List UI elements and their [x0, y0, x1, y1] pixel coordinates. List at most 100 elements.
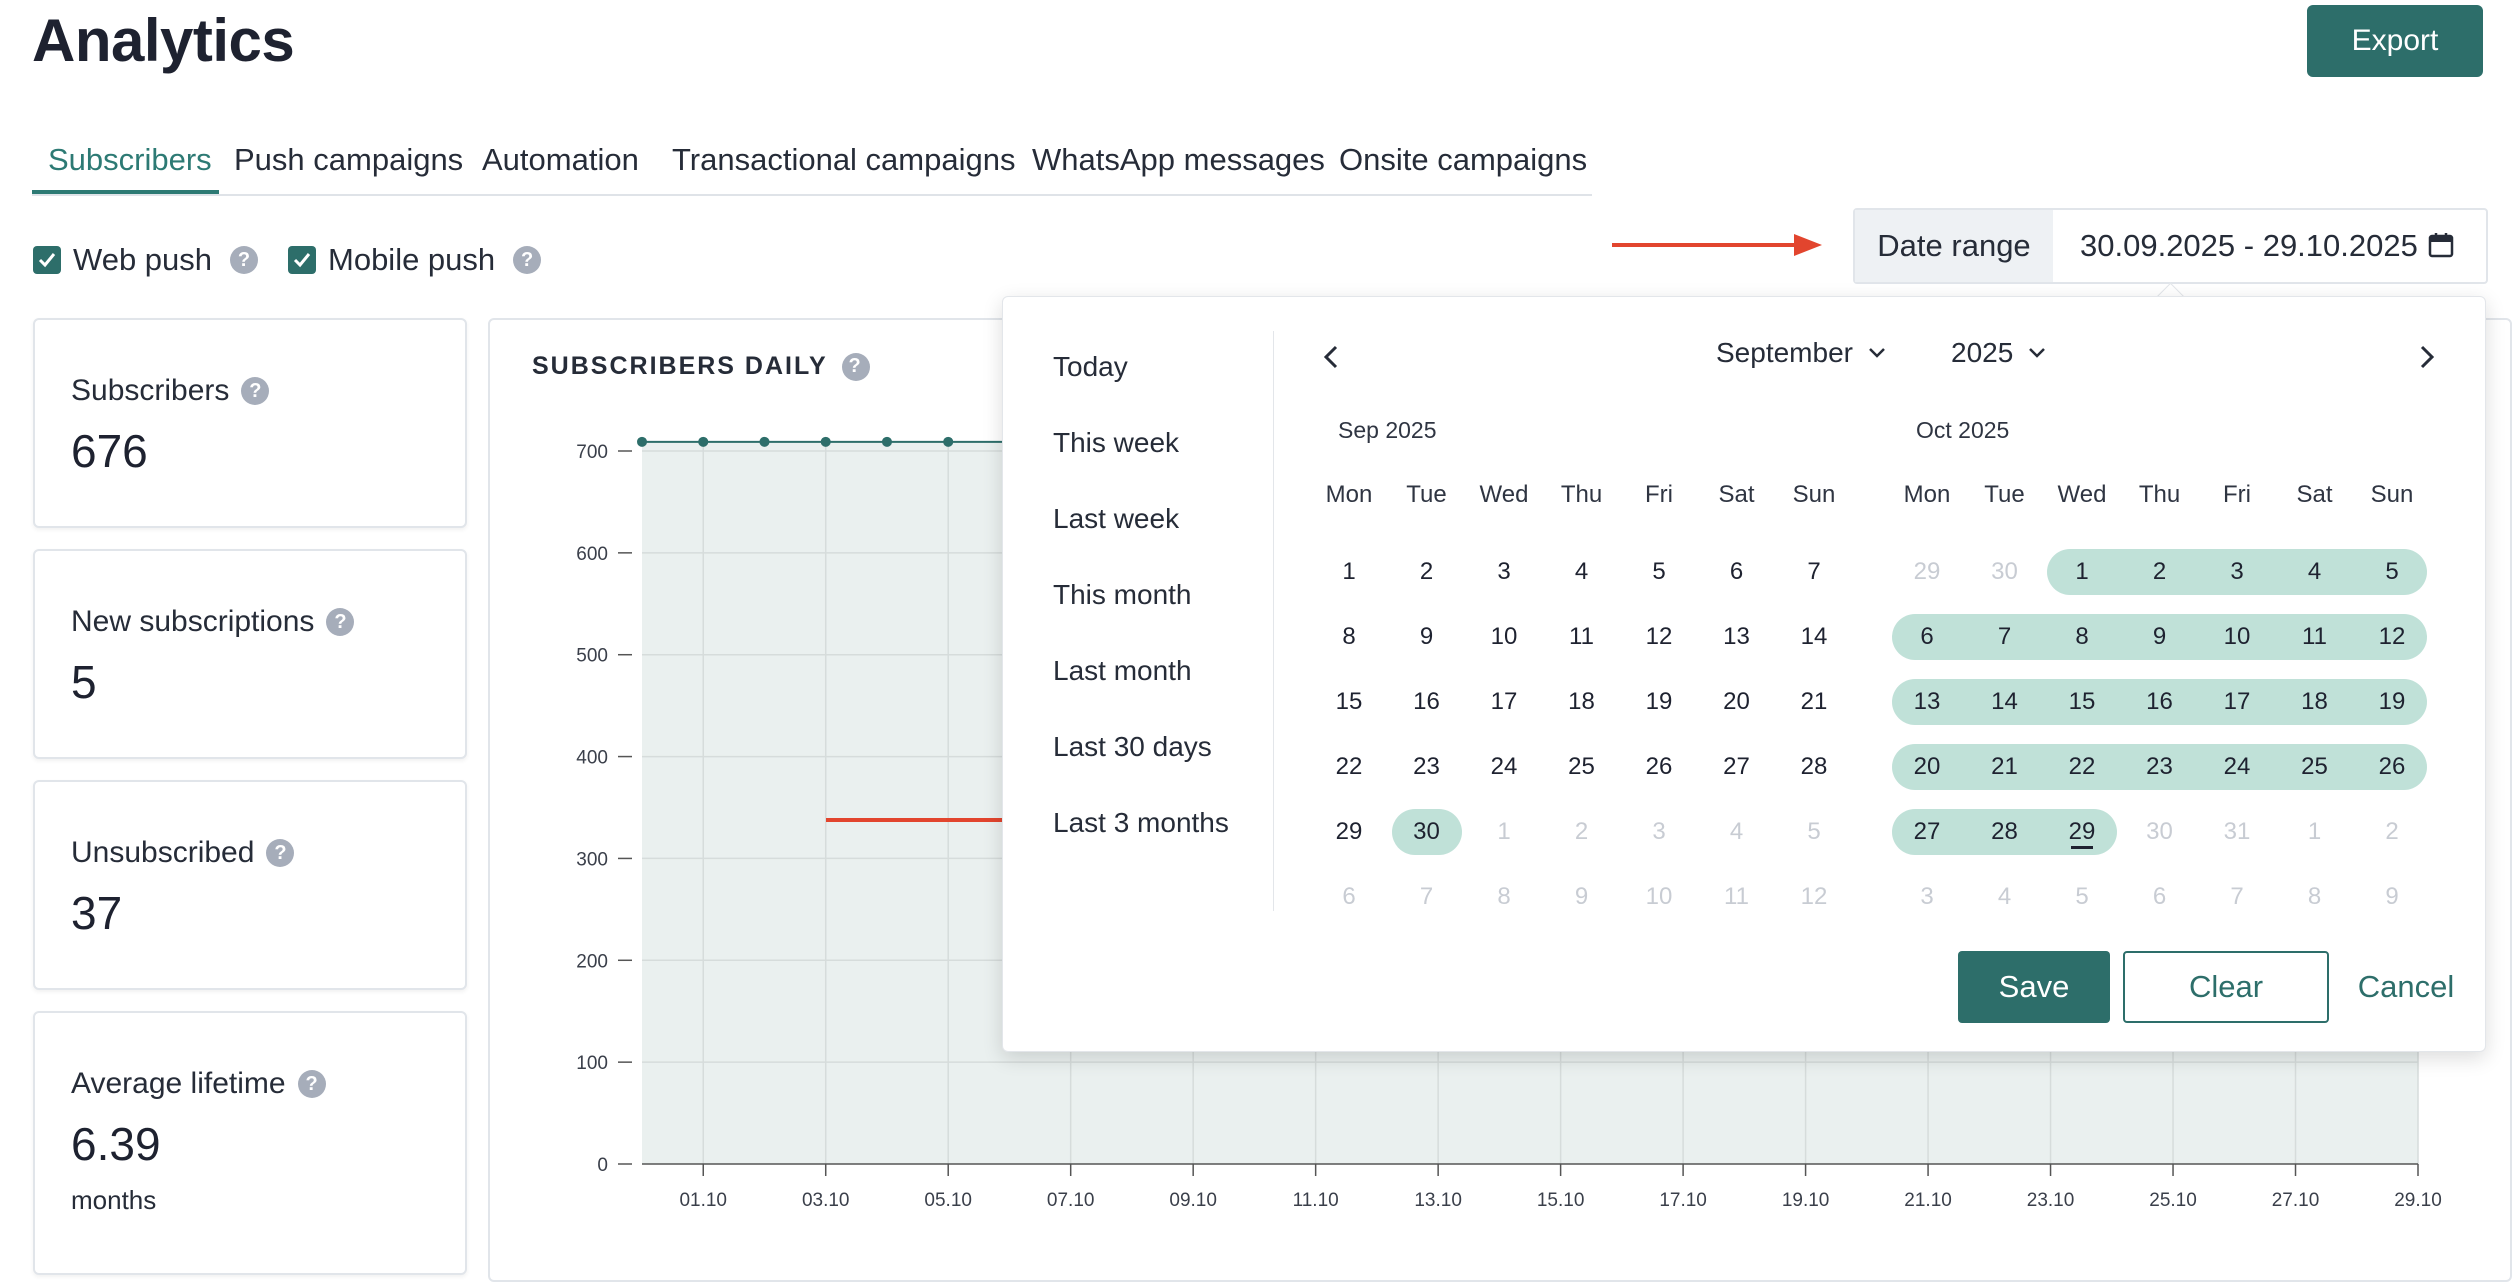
calendar-day[interactable]: 23 — [1413, 753, 1440, 780]
calendar-day[interactable]: 30 — [1391, 809, 1462, 855]
help-icon[interactable]: ? — [297, 1070, 326, 1098]
calendar-day[interactable]: 28 — [1991, 818, 2018, 845]
data-point[interactable] — [943, 436, 954, 447]
calendar-day[interactable]: 30 — [1991, 558, 2018, 585]
calendar-day[interactable]: 1 — [1342, 558, 1356, 585]
calendar-day[interactable]: 6 — [1342, 883, 1356, 910]
calendar-day[interactable]: 27 — [1913, 818, 1941, 845]
preset-last-30-days[interactable]: Last 30 days — [1053, 731, 1212, 762]
calendar-day[interactable]: 12 — [1800, 883, 1828, 910]
calendar-day[interactable]: 22 — [1335, 753, 1363, 780]
calendar-day[interactable]: 1 — [2075, 558, 2089, 585]
clear-button[interactable]: Clear — [2123, 951, 2329, 1023]
calendar-day[interactable]: 5 — [1807, 818, 1821, 845]
calendar-day[interactable]: 6 — [1729, 558, 1744, 585]
calendar-day[interactable]: 28 — [1800, 753, 1828, 780]
calendar-day[interactable]: 3 — [1652, 818, 1666, 845]
calendar-day[interactable]: 17 — [1490, 688, 1518, 715]
calendar-day[interactable]: 11 — [1569, 623, 1594, 650]
calendar-day[interactable]: 22 — [2068, 753, 2096, 780]
calendar-day[interactable]: 8 — [2075, 623, 2089, 650]
calendar-day[interactable]: 5 — [2385, 558, 2399, 585]
data-point[interactable] — [698, 436, 709, 447]
calendar-day[interactable]: 30 — [2146, 818, 2173, 845]
calendar-day[interactable]: 24 — [1490, 753, 1518, 780]
calendar-day[interactable]: 1 — [1497, 818, 1511, 845]
chevron-left-icon[interactable] — [1317, 342, 1347, 372]
calendar-day[interactable]: 4 — [1729, 818, 1744, 845]
calendar-day[interactable]: 2 — [2385, 818, 2399, 845]
preset-last-month[interactable]: Last month — [1053, 655, 1192, 686]
calendar-day[interactable]: 26 — [1645, 753, 1673, 780]
calendar-day[interactable]: 16 — [1413, 688, 1440, 715]
preset-today[interactable]: Today — [1053, 351, 1128, 382]
calendar-day[interactable]: 19 — [2378, 688, 2406, 715]
calendar-day[interactable]: 2 — [2152, 558, 2167, 585]
calendar-day[interactable]: 4 — [1997, 883, 2012, 910]
calendar-day[interactable]: 13 — [1723, 623, 1750, 650]
chart-help-icon[interactable]: ? — [841, 352, 870, 381]
preset-last-3-months[interactable]: Last 3 months — [1053, 807, 1229, 838]
calendar-day[interactable]: 19 — [1645, 688, 1673, 715]
calendar-day[interactable]: 10 — [2223, 623, 2251, 650]
calendar-day[interactable]: 4 — [1574, 558, 1589, 585]
help-icon[interactable]: ? — [326, 608, 355, 636]
calendar-day[interactable]: 15 — [2068, 688, 2096, 715]
mobile-push-help-icon[interactable]: ? — [513, 246, 542, 274]
calendar-day[interactable]: 14 — [1991, 688, 2018, 715]
calendar-day[interactable]: 7 — [1807, 558, 1821, 585]
tab-whatsapp-messages[interactable]: WhatsApp messages — [1032, 142, 1325, 177]
calendar-day[interactable]: 6 — [2152, 883, 2167, 910]
calendar-day[interactable]: 20 — [1913, 753, 1941, 780]
web-push-filter[interactable]: Web push ? — [33, 240, 259, 280]
calendar-day[interactable]: 9 — [1419, 623, 1434, 650]
export-button[interactable]: Export — [2307, 5, 2483, 77]
calendar-day[interactable]: 7 — [1997, 623, 2012, 650]
calendar-day[interactable]: 21 — [1800, 688, 1828, 715]
calendar-day[interactable]: 8 — [1497, 883, 1511, 910]
calendar-day[interactable]: 6 — [1920, 623, 1934, 650]
calendar-day[interactable]: 27 — [1723, 753, 1750, 780]
calendar-day[interactable]: 2 — [1574, 818, 1589, 845]
calendar-day[interactable]: 7 — [1419, 883, 1434, 910]
calendar-day[interactable]: 21 — [1991, 753, 2018, 780]
calendar-day[interactable]: 20 — [1723, 688, 1750, 715]
mobile-push-filter[interactable]: Mobile push ? — [288, 240, 542, 280]
help-icon[interactable]: ? — [266, 839, 295, 867]
date-range-picker[interactable]: Date range 30.09.2025 - 29.10.2025 — [1853, 208, 2488, 284]
tab-automation[interactable]: Automation — [482, 142, 639, 177]
calendar-day[interactable]: 14 — [1800, 623, 1828, 650]
save-button[interactable]: Save — [1958, 951, 2110, 1023]
preset-this-month[interactable]: This month — [1053, 579, 1192, 610]
calendar-day[interactable]: 26 — [2378, 753, 2406, 780]
calendar-day[interactable]: 9 — [2385, 883, 2399, 910]
calendar-day[interactable]: 11 — [1724, 883, 1749, 910]
calendar-day[interactable]: 5 — [1652, 558, 1666, 585]
tab-onsite-campaigns[interactable]: Onsite campaigns — [1339, 142, 1588, 177]
data-point[interactable] — [820, 436, 831, 447]
calendar-day[interactable]: 13 — [1913, 688, 1941, 715]
preset-last-week[interactable]: Last week — [1053, 503, 1180, 534]
calendar-day[interactable]: 5 — [2075, 883, 2089, 910]
calendar-day[interactable]: 18 — [2301, 688, 2328, 715]
tab-transactional-campaigns[interactable]: Transactional campaigns — [672, 142, 1016, 177]
month-select[interactable]: September — [1716, 337, 1887, 369]
calendar-day[interactable]: 15 — [1335, 688, 1363, 715]
web-push-help-icon[interactable]: ? — [230, 246, 259, 274]
calendar-day[interactable]: 10 — [1490, 623, 1518, 650]
tab-push-campaigns[interactable]: Push campaigns — [234, 142, 464, 177]
calendar-day[interactable]: 24 — [2223, 753, 2251, 780]
data-point[interactable] — [881, 436, 892, 447]
date-range-value[interactable]: 30.09.2025 - 29.10.2025 — [2080, 228, 2418, 263]
calendar-day[interactable]: 16 — [2146, 688, 2173, 715]
calendar-day[interactable]: 8 — [2307, 883, 2322, 910]
calendar-day[interactable]: 3 — [2230, 558, 2244, 585]
calendar-icon[interactable] — [2428, 232, 2454, 258]
calendar-day[interactable]: 3 — [1497, 558, 1511, 585]
calendar-day[interactable]: 29 — [1913, 558, 1941, 585]
mobile-push-checkbox[interactable] — [288, 246, 316, 274]
web-push-checkbox[interactable] — [33, 246, 61, 274]
calendar-day[interactable]: 4 — [2307, 558, 2322, 585]
calendar-day[interactable]: 12 — [1645, 623, 1673, 650]
calendar-day[interactable]: 12 — [2378, 623, 2406, 650]
